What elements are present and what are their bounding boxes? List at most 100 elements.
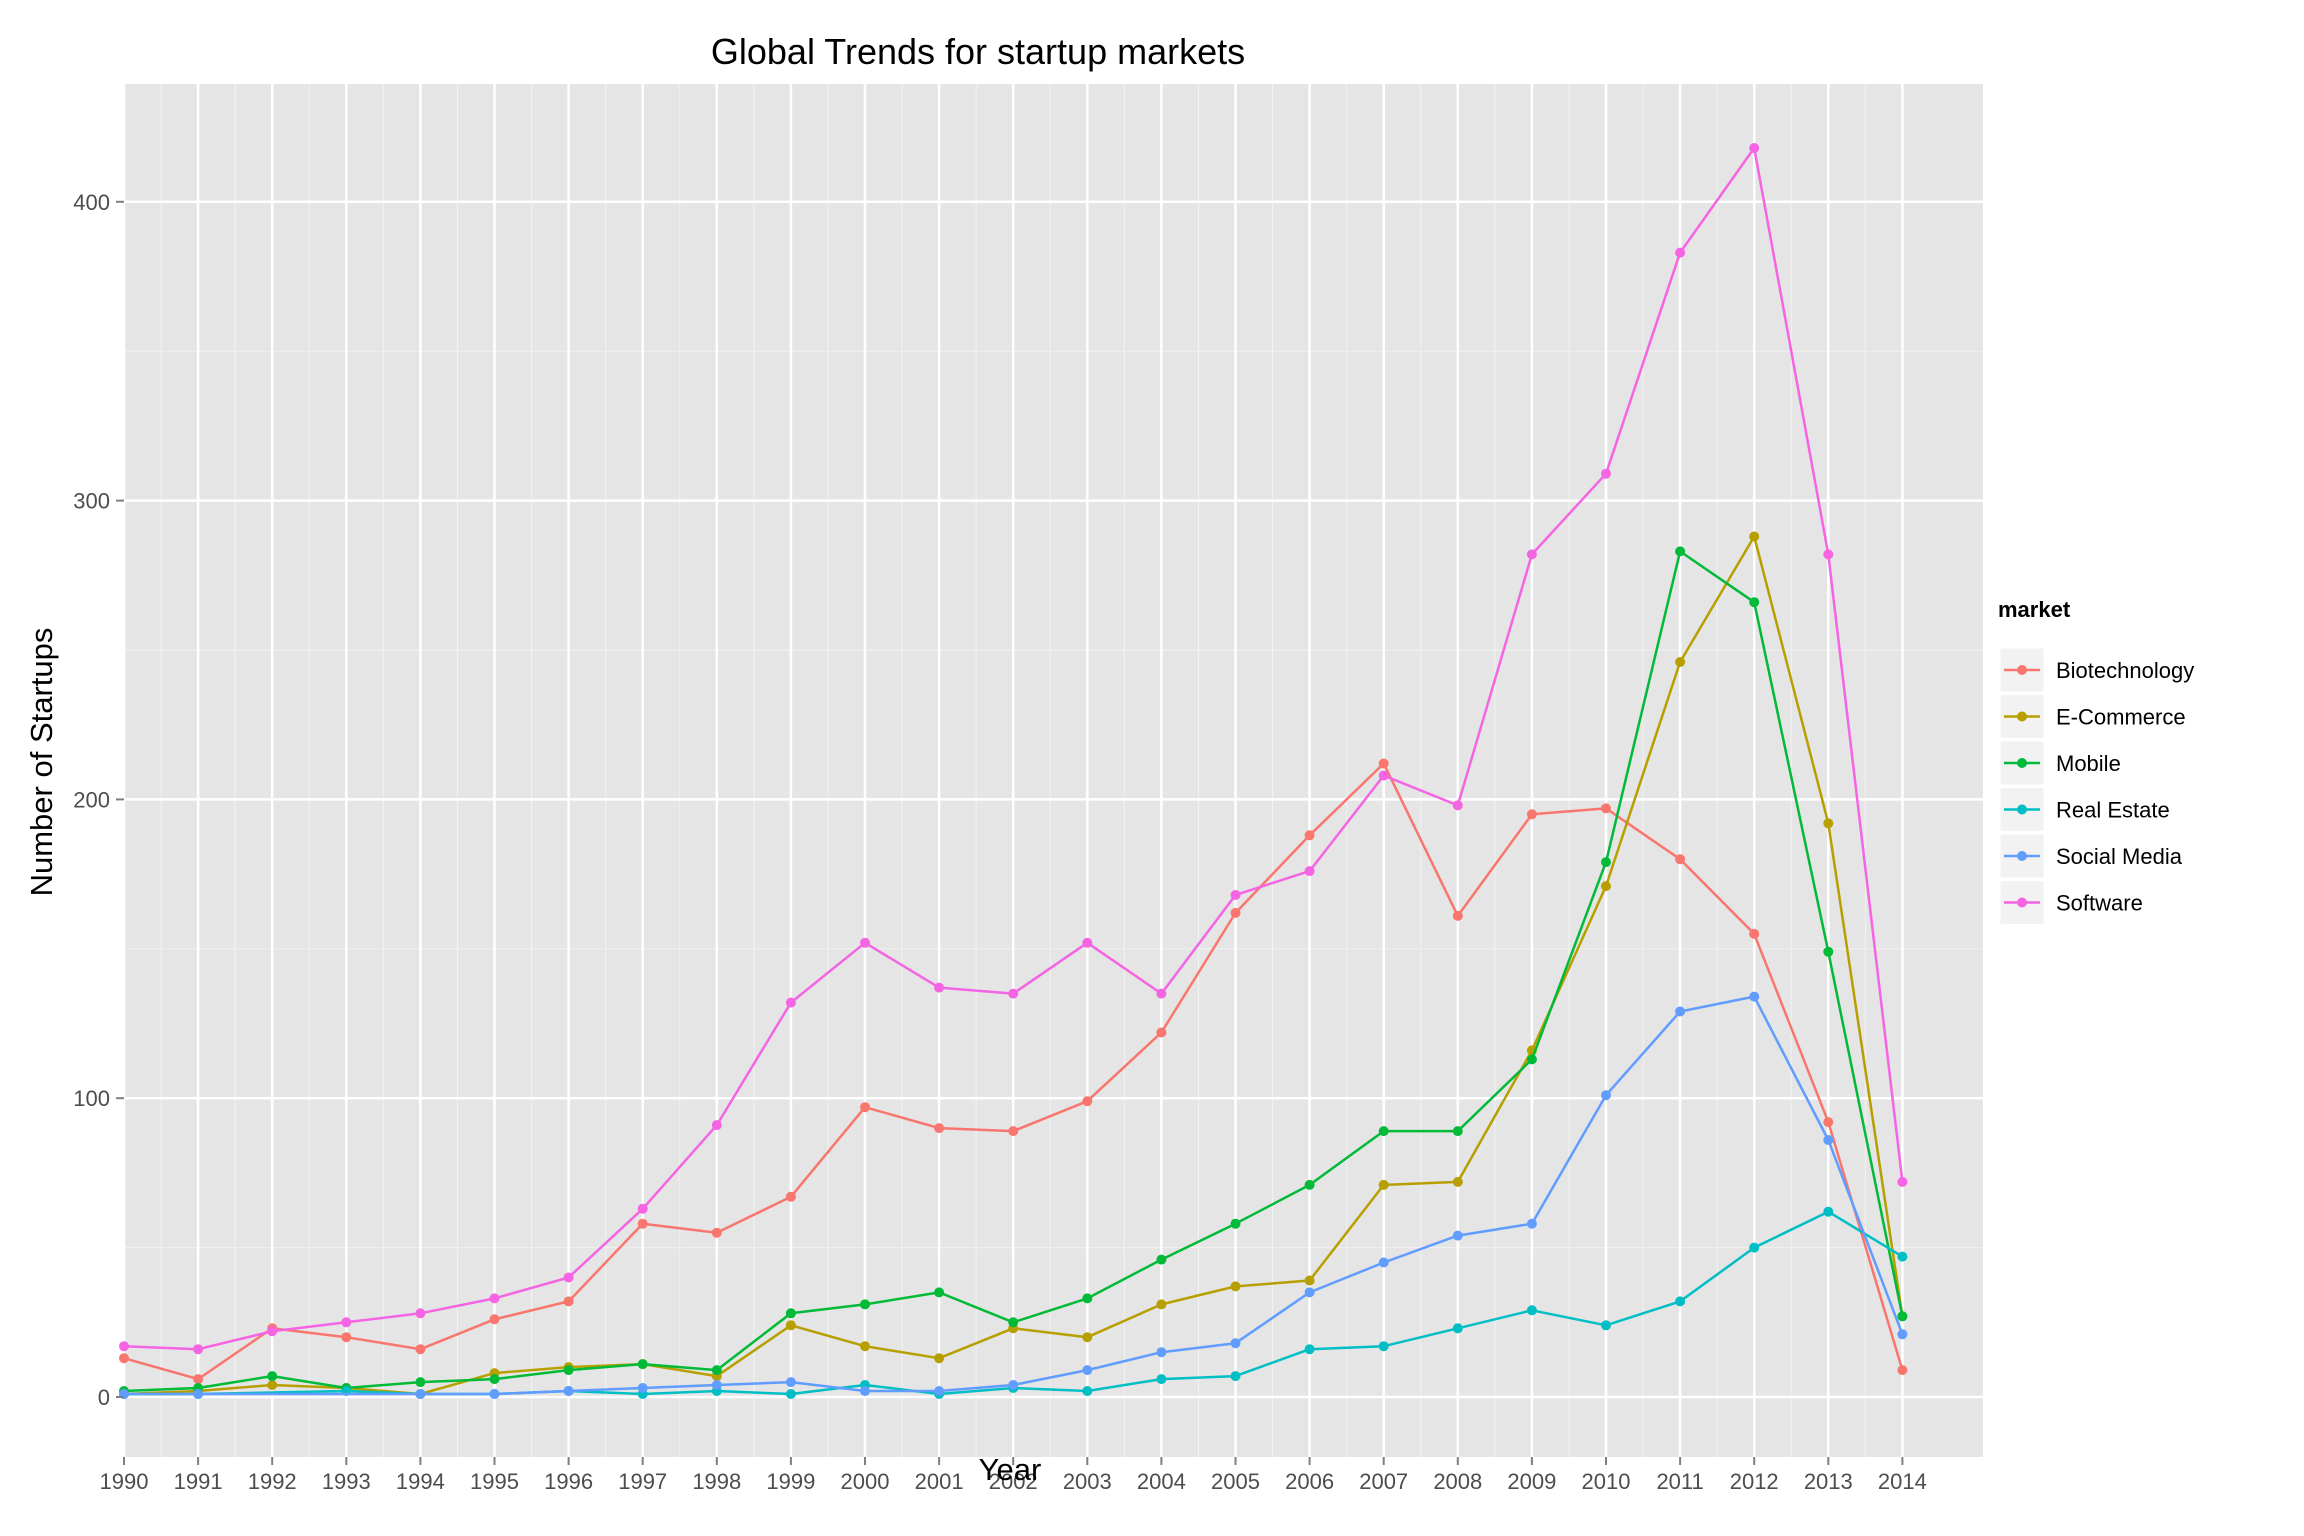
x-tick-label: 2014 bbox=[1878, 1469, 1927, 1494]
point-social-media bbox=[785, 1377, 796, 1388]
point-real-estate bbox=[1230, 1371, 1241, 1382]
point-social-media bbox=[860, 1386, 870, 1396]
point-mobile bbox=[563, 1365, 574, 1376]
point-e-commerce bbox=[1601, 881, 1611, 892]
point-social-media bbox=[415, 1389, 426, 1399]
point-biotechnology bbox=[1378, 758, 1389, 769]
legend-key-point bbox=[2017, 897, 2027, 908]
series-biotechnology bbox=[119, 758, 1908, 1385]
point-social-media bbox=[1378, 1257, 1389, 1268]
minor-grid bbox=[124, 84, 1983, 1457]
point-mobile bbox=[637, 1359, 648, 1370]
series-software bbox=[119, 143, 1908, 1355]
point-software bbox=[1082, 937, 1093, 948]
point-mobile bbox=[1897, 1311, 1908, 1322]
point-mobile bbox=[934, 1287, 945, 1298]
point-biotechnology bbox=[1008, 1126, 1019, 1137]
legend-key-point bbox=[2017, 804, 2027, 815]
point-mobile bbox=[1378, 1126, 1389, 1137]
point-mobile bbox=[1749, 597, 1760, 608]
legend-label: Social Media bbox=[2056, 844, 2183, 869]
point-biotechnology bbox=[1749, 928, 1760, 939]
x-tick-label: 2002 bbox=[989, 1469, 1038, 1494]
y-tick-label: 100 bbox=[73, 1086, 110, 1111]
point-social-media bbox=[1897, 1329, 1908, 1340]
point-biotechnology bbox=[119, 1353, 129, 1364]
point-mobile bbox=[1601, 857, 1611, 868]
x-tick-label: 2008 bbox=[1433, 1469, 1482, 1494]
point-software bbox=[415, 1308, 426, 1319]
y-axis-ticks: 0 100 200 300 400 bbox=[73, 190, 124, 1410]
point-biotechnology bbox=[1156, 1027, 1167, 1038]
point-biotechnology bbox=[1082, 1096, 1093, 1107]
point-biotechnology bbox=[341, 1332, 352, 1343]
point-software bbox=[193, 1344, 204, 1355]
point-e-commerce bbox=[1230, 1281, 1241, 1292]
x-tick-label: 1994 bbox=[396, 1469, 445, 1494]
point-real-estate bbox=[1378, 1341, 1389, 1352]
point-real-estate bbox=[1304, 1344, 1315, 1355]
point-biotechnology bbox=[1230, 907, 1241, 918]
point-e-commerce bbox=[1082, 1332, 1093, 1343]
point-e-commerce bbox=[1452, 1176, 1463, 1187]
x-tick-label: 2011 bbox=[1656, 1469, 1703, 1494]
point-e-commerce bbox=[1823, 818, 1834, 829]
point-social-media bbox=[193, 1389, 204, 1399]
legend-label: Mobile bbox=[2056, 751, 2121, 776]
legend: market Biotechnology E-Commerce Mobile Real… bbox=[1998, 597, 2194, 925]
point-biotechnology bbox=[1601, 803, 1611, 814]
point-real-estate bbox=[1897, 1251, 1908, 1262]
point-mobile bbox=[489, 1374, 500, 1385]
legend-title: market bbox=[1998, 597, 2071, 622]
x-tick-label: 2009 bbox=[1507, 1469, 1556, 1494]
point-social-media bbox=[1601, 1090, 1611, 1101]
point-e-commerce bbox=[1304, 1275, 1315, 1286]
x-tick-label: 1991 bbox=[174, 1469, 223, 1494]
point-software bbox=[489, 1293, 500, 1304]
point-biotechnology bbox=[1823, 1117, 1834, 1128]
point-social-media bbox=[1526, 1218, 1537, 1229]
point-real-estate bbox=[1749, 1242, 1760, 1253]
point-software bbox=[1897, 1176, 1908, 1187]
y-tick-label: 400 bbox=[73, 190, 110, 215]
point-e-commerce bbox=[860, 1341, 870, 1352]
point-real-estate bbox=[1452, 1323, 1463, 1334]
point-real-estate bbox=[1156, 1374, 1167, 1385]
point-biotechnology bbox=[1897, 1365, 1908, 1376]
point-software bbox=[267, 1326, 278, 1337]
point-software bbox=[1230, 890, 1241, 900]
point-mobile bbox=[711, 1365, 722, 1376]
point-software bbox=[1452, 800, 1463, 811]
point-mobile bbox=[1675, 546, 1686, 557]
point-mobile bbox=[860, 1299, 870, 1310]
point-software bbox=[637, 1203, 648, 1214]
x-tick-label: 1997 bbox=[618, 1469, 667, 1494]
legend-key-point bbox=[2017, 851, 2027, 861]
point-biotechnology bbox=[489, 1314, 500, 1325]
x-tick-label: 2004 bbox=[1137, 1469, 1186, 1494]
legend-label: E-Commerce bbox=[2056, 705, 2186, 730]
point-real-estate bbox=[785, 1389, 796, 1399]
point-biotechnology bbox=[711, 1227, 722, 1238]
point-real-estate bbox=[1526, 1305, 1537, 1316]
legend-item-mobile: Mobile bbox=[1999, 740, 2121, 786]
x-tick-label: 2001 bbox=[915, 1469, 964, 1494]
point-e-commerce bbox=[785, 1320, 796, 1331]
point-biotechnology bbox=[860, 1102, 870, 1113]
point-mobile bbox=[1526, 1054, 1537, 1065]
point-biotechnology bbox=[934, 1123, 945, 1134]
point-software bbox=[785, 997, 796, 1008]
legend-key-point bbox=[2017, 665, 2027, 675]
point-social-media bbox=[489, 1389, 500, 1399]
point-mobile bbox=[1082, 1293, 1093, 1304]
point-biotechnology bbox=[637, 1218, 648, 1229]
legend-item-biotechnology: Biotechnology bbox=[1999, 647, 2194, 693]
point-social-media bbox=[1823, 1135, 1834, 1145]
legend-item-social-media: Social Media bbox=[1999, 833, 2183, 879]
legend-item-real-estate: Real Estate bbox=[1999, 787, 2170, 832]
point-mobile bbox=[1823, 946, 1834, 957]
point-mobile bbox=[415, 1377, 426, 1388]
point-software bbox=[1823, 549, 1834, 560]
point-e-commerce bbox=[267, 1380, 278, 1390]
